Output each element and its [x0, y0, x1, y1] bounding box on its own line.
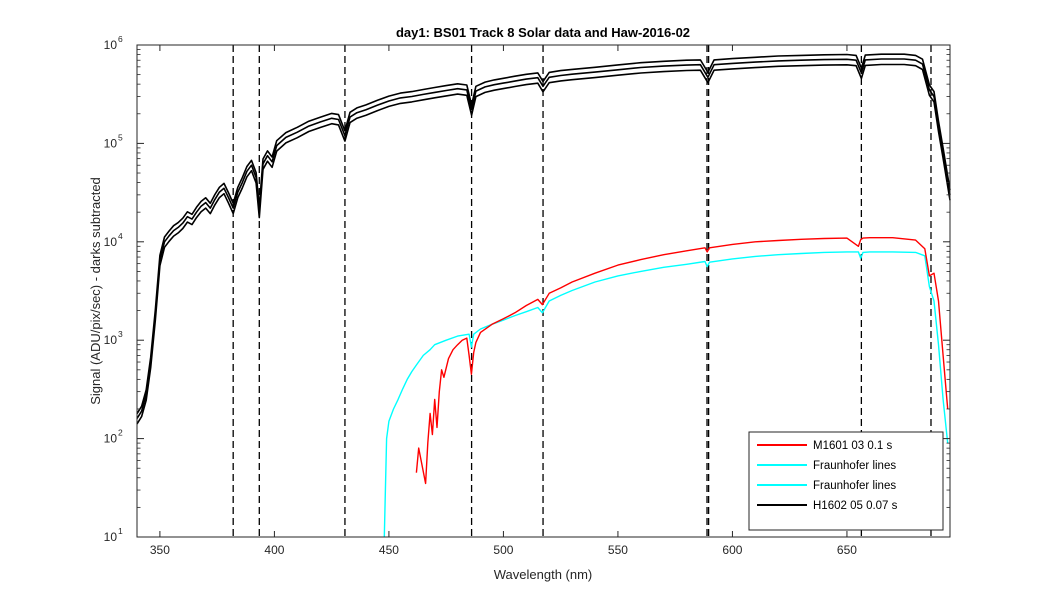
x-tick-label-1: 400 [264, 543, 284, 557]
legend: M1601 03 0.1 s Fraunhofer lines Fraunhof… [748, 431, 944, 531]
x-tick-label-6: 650 [837, 543, 857, 557]
y-tick-label-3: 10 [104, 235, 118, 249]
x-tick-label-3: 500 [493, 543, 513, 557]
series-line-3-trace-0 [136, 63, 951, 425]
legend-box [748, 431, 944, 531]
x-tick-label-5: 600 [722, 543, 742, 557]
y-tick-label-5: 10 [104, 38, 118, 52]
chart-title: day1: BS01 Track 8 Solar data and Haw-20… [396, 25, 690, 40]
x-tick-label-4: 550 [608, 543, 628, 557]
y-tick-exponent-5: 6 [118, 34, 123, 44]
y-tick-label-0: 10 [104, 530, 118, 544]
y-tick-label-1: 10 [104, 432, 118, 446]
y-tick-exponent-2: 3 [118, 329, 123, 339]
series-line-1 [383, 251, 949, 538]
y-tick-exponent-0: 1 [118, 526, 123, 536]
x-tick-label-0: 350 [150, 543, 170, 557]
y-tick-exponent-1: 2 [118, 428, 123, 438]
y-tick-label-4: 10 [104, 136, 118, 150]
y-tick-label-2: 10 [104, 333, 118, 347]
series-line-3-trace-2 [136, 53, 951, 415]
x-axis-ticks: 350 400 450 500 550 600 650 [150, 45, 857, 557]
legend-label-1: Fraunhofer lines [813, 460, 896, 472]
series-line-0 [415, 236, 949, 485]
legend-label-2: Fraunhofer lines [813, 480, 896, 492]
series-lines [136, 53, 951, 538]
series-line-3-trace-1 [136, 58, 951, 419]
x-tick-label-2: 450 [379, 543, 399, 557]
legend-label-3: H1602 05 0.07 s [813, 500, 898, 512]
y-tick-exponent-4: 5 [118, 132, 123, 142]
plot-box [136, 44, 951, 538]
legend-label-0: M1601 03 0.1 s [813, 440, 893, 452]
y-tick-exponent-3: 4 [118, 231, 123, 241]
y-axis-title: Signal (ADU/pix/sec) - darks subtracted [88, 177, 103, 405]
x-axis-title: Wavelength (nm) [494, 567, 593, 582]
